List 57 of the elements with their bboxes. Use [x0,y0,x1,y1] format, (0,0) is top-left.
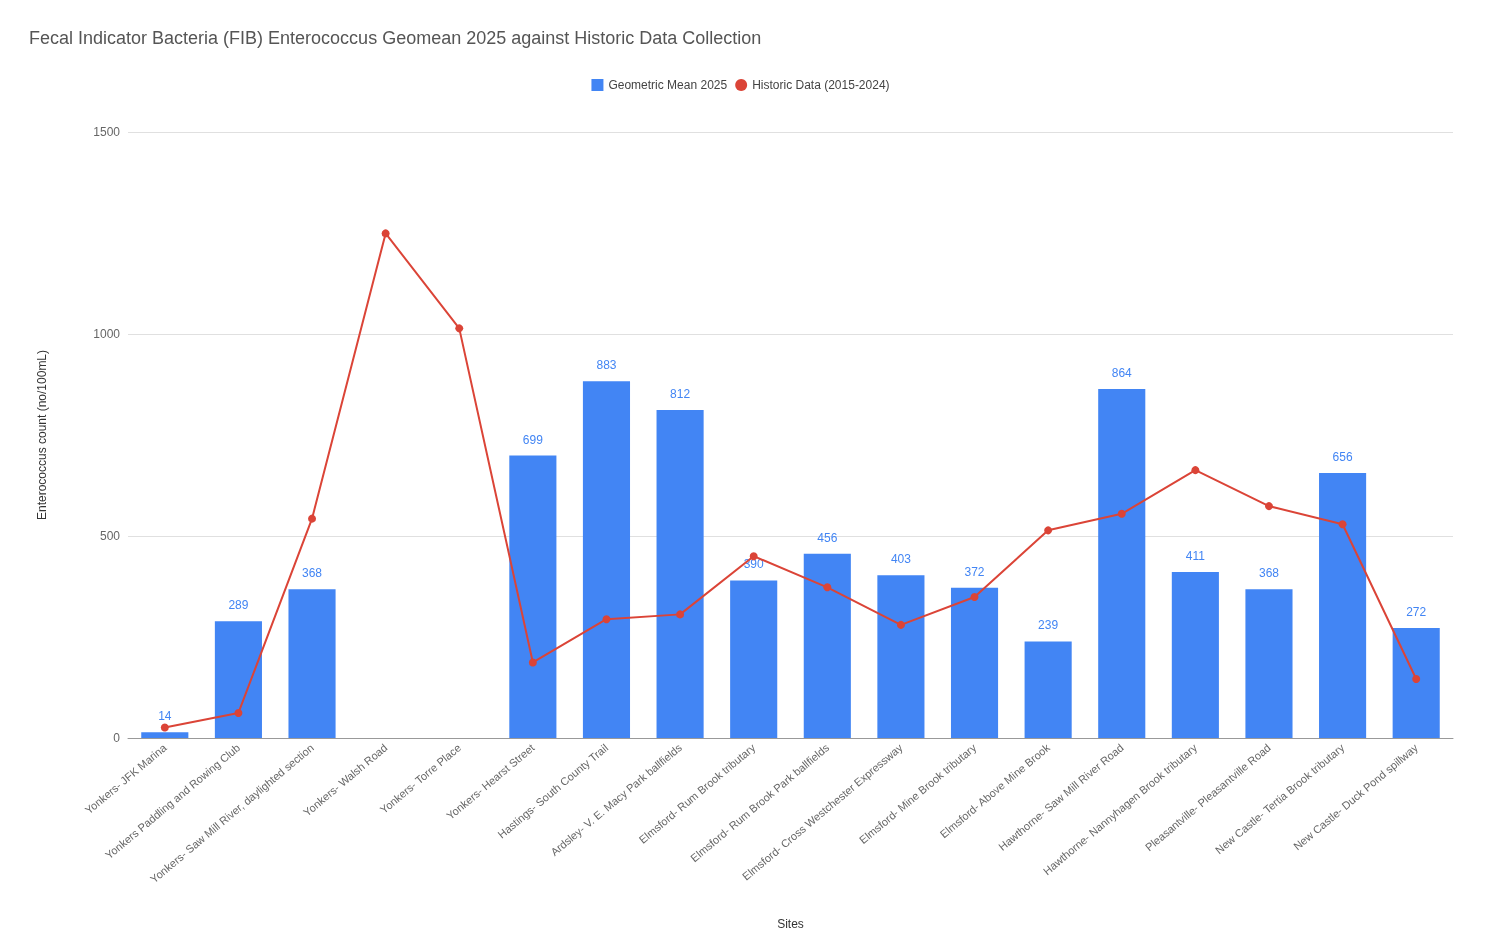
point [1191,466,1200,475]
point [823,583,832,592]
bar [1245,589,1293,738]
point [381,229,390,238]
data-label: 239 [1038,618,1059,633]
bar [1024,641,1072,738]
data-label: 403 [890,552,912,567]
point [970,593,979,601]
point [1264,502,1273,511]
point [1044,526,1053,535]
bar [141,732,189,738]
point [1412,675,1421,684]
data-label: 368 [302,566,323,581]
point [528,658,537,667]
bar [288,589,336,738]
bar [803,553,851,738]
data-label: 372 [964,564,985,579]
point [602,615,611,624]
data-label: 411 [1185,548,1206,563]
y-tick-label: 500 [99,529,121,543]
legend-label: Historic Data (2015-2024) [752,78,890,92]
data-label: 368 [1258,566,1280,581]
y-tick-label: 1500 [93,125,121,139]
bar [1098,388,1146,738]
bar [950,587,999,738]
data-label: 656 [1332,449,1353,464]
point [308,514,317,523]
data-label: 864 [1111,365,1133,380]
bar [1319,472,1367,738]
data-label: 289 [228,598,249,613]
point [896,620,905,629]
y-tick-label: 0 [113,731,121,745]
point [1117,509,1126,518]
data-label: 883 [596,358,617,373]
bar [509,455,557,738]
bar [582,381,631,738]
bar [214,621,262,738]
data-label: 699 [522,432,544,447]
data-label: 812 [670,386,691,401]
bar [877,575,925,738]
data-label: 456 [817,530,838,545]
point [455,324,464,333]
bar [1392,628,1440,738]
data-label: 272 [1406,605,1427,620]
y-axis-title: Enterococcus count (no/100mL) [35,349,49,521]
point [676,610,685,619]
bar [656,409,704,738]
point [160,723,169,732]
bar [1171,571,1219,738]
point [234,708,243,717]
chart-title: Fecal Indicator Bacteria (FIB) Enterococcus Geomean 2025 against Historic Data Collection [29,28,762,48]
x-axis-title: Sites [777,917,804,931]
legend-label: Geometric Mean 2025 [608,78,728,92]
bar [730,580,778,738]
point [1338,520,1347,529]
data-label: 14 [158,709,172,724]
y-tick-label: 1000 [93,327,121,341]
